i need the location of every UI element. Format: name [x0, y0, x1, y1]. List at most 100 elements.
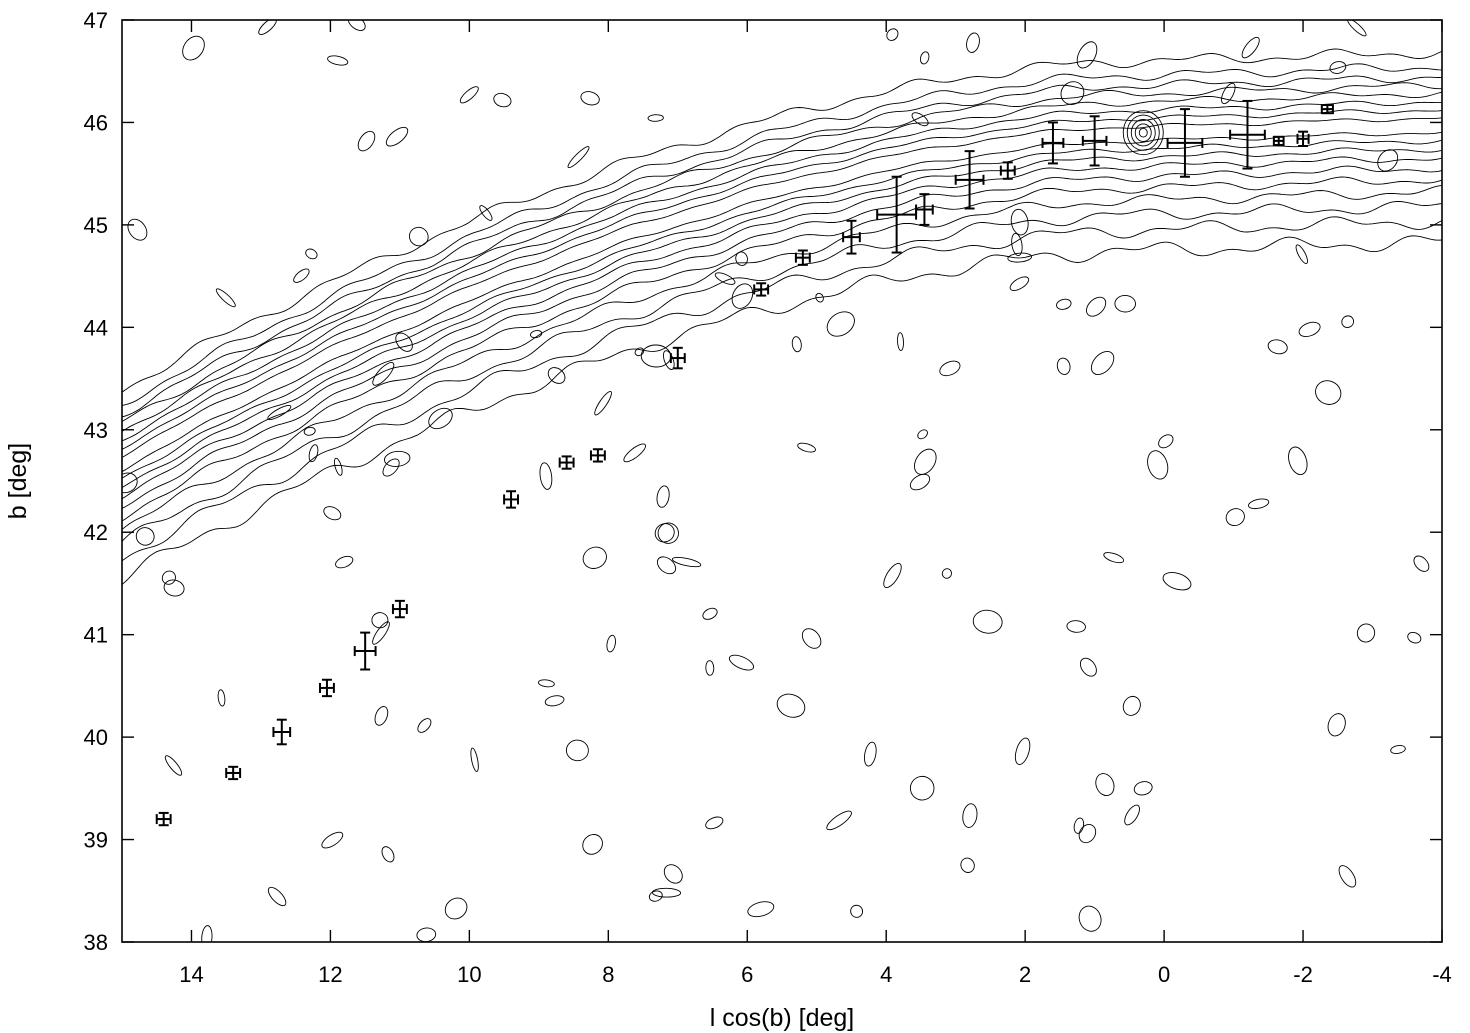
noise-blob [1086, 296, 1107, 317]
x-tick-label: 0 [1158, 962, 1170, 987]
noise-blob [962, 803, 978, 828]
noise-blob [801, 628, 822, 649]
noise-blob [161, 570, 176, 585]
noise-blob [1225, 508, 1245, 527]
noise-blob [886, 28, 899, 41]
noise-blob [327, 55, 349, 66]
noise-blob [267, 886, 287, 907]
noise-blob [1221, 82, 1236, 105]
noise-blob [671, 557, 702, 568]
noise-blob [1329, 61, 1347, 74]
noise-blob [1056, 357, 1071, 375]
y-tick-label: 38 [84, 930, 108, 955]
noise-blob [267, 404, 292, 421]
data-point [503, 490, 519, 509]
noise-blob [702, 607, 718, 620]
contour-line [122, 201, 1442, 542]
noise-blob [648, 890, 663, 902]
noise-blob [371, 612, 389, 629]
noise-blob [1338, 865, 1357, 888]
noise-blob [1060, 81, 1085, 105]
data-point [1081, 115, 1108, 167]
data-points [155, 99, 1334, 827]
noise-blob [1315, 380, 1342, 405]
noise-blob [731, 283, 754, 309]
data-point [225, 765, 242, 781]
noise-blob [1341, 315, 1355, 328]
contour-line [122, 184, 1442, 530]
y-tick-label: 44 [84, 315, 108, 340]
noise-blob [567, 146, 590, 169]
noise-blob [163, 579, 185, 597]
noise-blob [544, 695, 565, 707]
data-point [391, 599, 408, 619]
noise-blob [1390, 744, 1406, 754]
x-tick-label: 14 [179, 962, 203, 987]
noise-blob [303, 426, 316, 436]
noise-blob [1295, 244, 1308, 264]
noise-blob [1407, 631, 1422, 644]
data-point [319, 678, 335, 698]
noise-blob [663, 864, 683, 884]
contour-line [122, 109, 1442, 450]
noise-blob [135, 527, 155, 546]
noise-blob [1327, 713, 1346, 737]
contour-line [122, 147, 1442, 489]
noise-blob [1076, 41, 1098, 69]
contour-line [122, 165, 1442, 509]
data-point [1320, 104, 1334, 115]
noise-blob [385, 126, 409, 147]
contour-line [122, 82, 1442, 423]
noise-blob [293, 268, 310, 283]
data-point [1041, 121, 1065, 165]
noise-blob [1056, 298, 1072, 310]
axis-ticks [122, 19, 1443, 943]
noise-blob [714, 272, 736, 285]
noise-blob [747, 901, 775, 918]
noise-blob [850, 904, 864, 918]
noise-blob [1124, 804, 1140, 826]
noise-blob [972, 609, 1003, 634]
noise-blob [547, 367, 566, 384]
noise-blob [939, 360, 961, 377]
data-point [915, 193, 934, 226]
data-point [272, 718, 292, 746]
contour-line [122, 63, 1442, 406]
noise-blob [1356, 623, 1376, 643]
contour-ring [1126, 114, 1160, 151]
noise-blob [776, 693, 806, 718]
noise-blob [1248, 498, 1270, 510]
noise-blob [381, 846, 395, 863]
y-tick-label: 42 [84, 520, 108, 545]
data-point [669, 346, 686, 370]
plot-frame [121, 19, 1443, 943]
x-tick-label: 4 [880, 962, 892, 987]
contour-line [122, 100, 1442, 442]
contour-noise-blobs [122, 20, 1430, 942]
noise-blob [201, 925, 213, 942]
noise-blob [1147, 450, 1169, 480]
y-tick-label: 39 [84, 828, 108, 853]
noise-blob [335, 555, 354, 569]
noise-blob [1241, 36, 1260, 59]
noise-blob [470, 747, 479, 772]
noise-blob [656, 556, 677, 575]
noise-blob [444, 897, 468, 920]
noise-blob [647, 114, 664, 122]
y-tick-label: 47 [84, 8, 108, 33]
noise-blob [334, 457, 343, 476]
noise-blob [797, 442, 816, 453]
data-point [589, 448, 606, 463]
y-axis-label: b [deg] [4, 443, 32, 519]
noise-blob [539, 462, 553, 490]
noise-blob [357, 130, 376, 152]
y-tick-label: 45 [84, 213, 108, 238]
contour-ring [1122, 110, 1164, 156]
noise-blob [1078, 824, 1097, 844]
contour-line [122, 139, 1442, 479]
noise-blob [417, 718, 432, 733]
noise-blob [582, 834, 603, 855]
noise-blob [395, 332, 413, 352]
noise-blob [182, 35, 205, 61]
